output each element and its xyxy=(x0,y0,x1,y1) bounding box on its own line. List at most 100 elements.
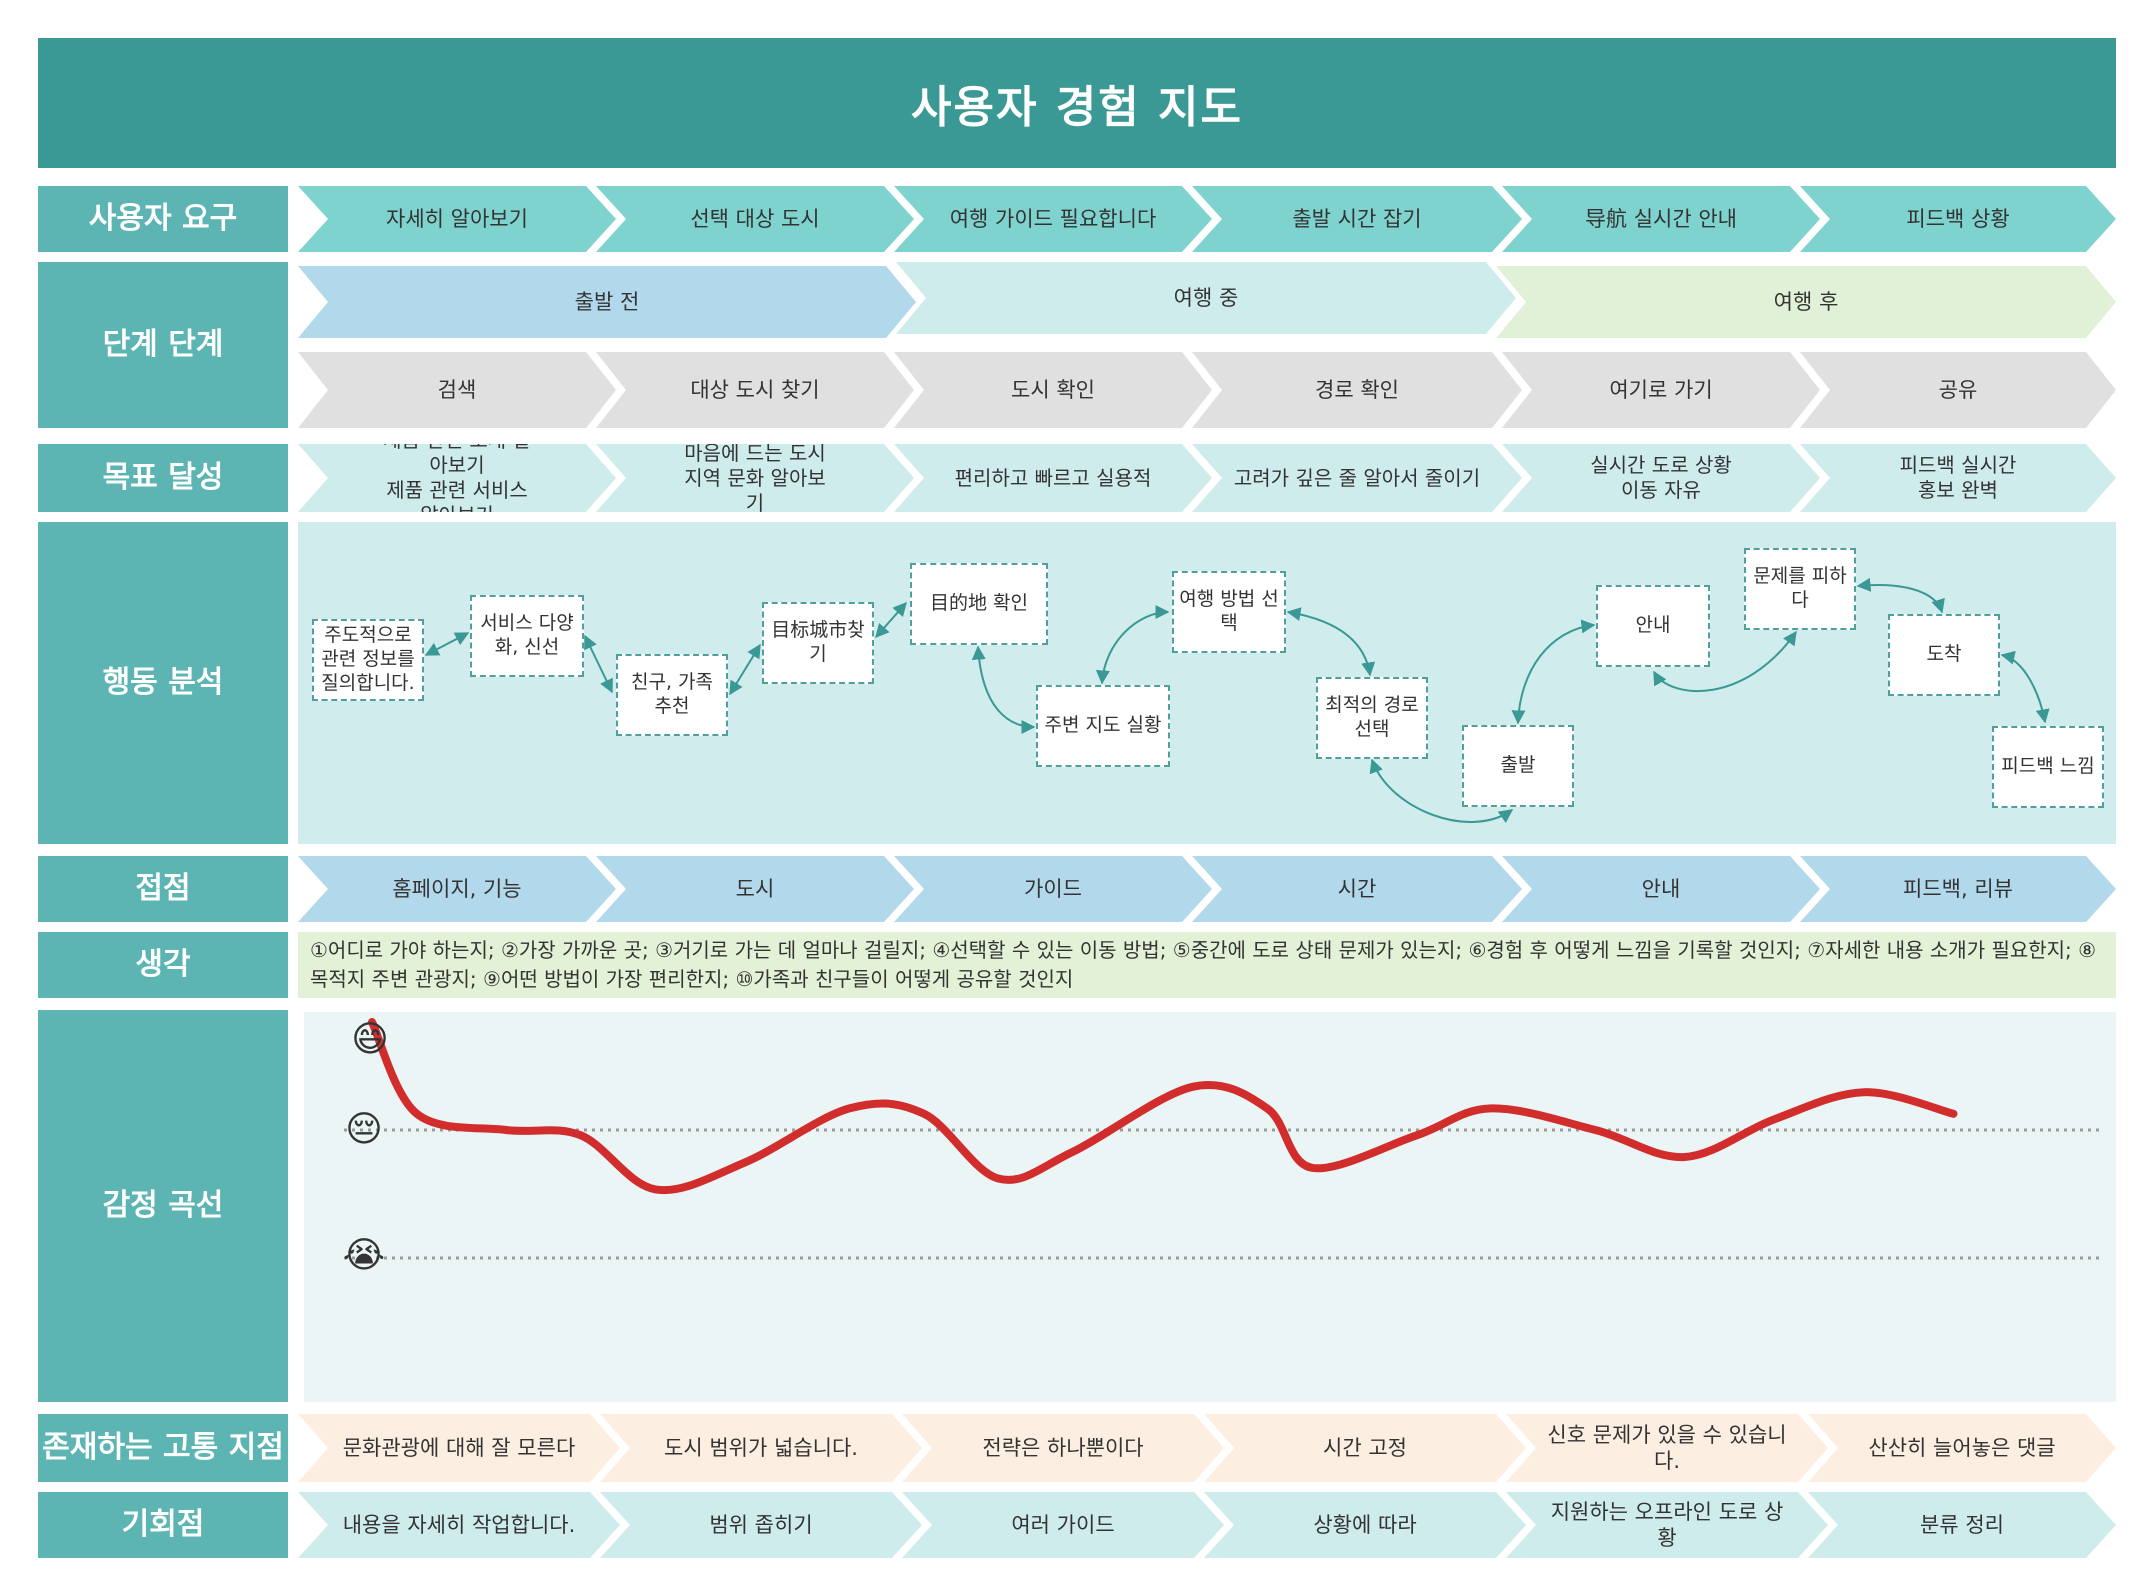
need-label: 피드백 상황 xyxy=(1906,206,2010,231)
connector xyxy=(1653,630,1797,693)
action-node: 目的地 확인 xyxy=(910,563,1048,645)
step-chevron-4: 경로 확인 xyxy=(1192,352,1522,428)
phase-after: 여행 후 xyxy=(1496,266,2116,338)
step-chevron-3: 도시 확인 xyxy=(894,352,1212,428)
opportunity-chevron-2: 범위 좁히기 xyxy=(600,1492,922,1558)
pain-label: 전략은 하나뿐이다 xyxy=(982,1435,1144,1460)
goal-chevron-5: 실시간 도로 상황 이동 자유 xyxy=(1502,444,1820,512)
opportunity-label: 분류 정리 xyxy=(1920,1512,2004,1537)
step-label: 대상 도시 찾기 xyxy=(690,377,820,402)
need-label: 출발 시간 잡기 xyxy=(1292,206,1422,231)
step-label: 공유 xyxy=(1938,377,1978,402)
goal-line: 편리하고 빠르고 실용적 xyxy=(954,465,1152,490)
goal-chevron-6: 피드백 실시간 홍보 완벽 xyxy=(1800,444,2116,512)
opportunity-chevron-5: 지원하는 오프라인 도로 상황 xyxy=(1506,1492,1828,1558)
opportunity-label: 범위 좁히기 xyxy=(709,1512,813,1537)
thoughts-text: ①어디로 가야 하는지; ②가장 가까운 곳; ③거기로 가는 데 얼마나 걸릴… xyxy=(298,932,2116,998)
step-chevron-1: 검색 xyxy=(298,352,616,428)
need-label: 자세히 알아보기 xyxy=(386,206,528,231)
action-node: 출발 xyxy=(1462,725,1574,807)
happy-face-icon: 😄 xyxy=(351,1019,389,1060)
row-label-thoughts: 생각 xyxy=(38,932,288,998)
goal-line: 지역 문화 알아보기 xyxy=(684,465,826,515)
pain-label: 시간 고정 xyxy=(1323,1435,1407,1460)
opportunity-chevron-6: 분류 정리 xyxy=(1808,1492,2116,1558)
opportunity-chevron-1: 내용을 자세히 작업합니다. xyxy=(298,1492,620,1558)
pain-chevron-6: 산산히 늘어놓은 댓글 xyxy=(1808,1414,2116,1482)
opportunity-label: 지원하는 오프라인 도로 상황 xyxy=(1550,1499,1784,1550)
touchpoint-chevron-1: 홈페이지, 기능 xyxy=(298,856,616,922)
connector xyxy=(971,645,1036,734)
step-chevron-5: 여기로 가기 xyxy=(1502,352,1820,428)
connector xyxy=(875,601,907,639)
need-chevron-5: 导航 실시간 안내 xyxy=(1502,186,1820,252)
touchpoint-label: 안내 xyxy=(1641,876,1681,901)
row-label-actions: 행동 분석 xyxy=(38,522,288,844)
need-label: 선택 대상 도시 xyxy=(690,206,820,231)
phase-during: 여행 중 xyxy=(896,262,1516,334)
step-chevron-6: 공유 xyxy=(1800,352,2116,428)
opportunity-chevron-3: 여러 가이드 xyxy=(902,1492,1224,1558)
row-label-goals: 목표 달성 xyxy=(38,444,288,512)
action-node: 目标城市찾기 xyxy=(762,602,874,684)
action-node: 서비스 다양화, 신선 xyxy=(470,595,584,677)
need-label: 导航 실시간 안내 xyxy=(1585,206,1737,231)
phase-label: 여행 후 xyxy=(1773,289,1839,314)
row-label-opportunities: 기회점 xyxy=(38,1492,288,1558)
opportunity-chevron-4: 상황에 따라 xyxy=(1204,1492,1526,1558)
connector xyxy=(1286,607,1376,677)
opportunity-label: 여러 가이드 xyxy=(1011,1512,1115,1537)
goal-line: 고려가 깊은 줄 알아서 줄이기 xyxy=(1233,465,1481,490)
touchpoint-label: 가이드 xyxy=(1024,876,1082,901)
phase-label: 여행 중 xyxy=(1173,285,1239,310)
action-node: 최적의 경로 선택 xyxy=(1316,677,1428,759)
connector xyxy=(1511,619,1596,725)
need-chevron-1: 자세히 알아보기 xyxy=(298,186,616,252)
goal-line: 홍보 완벽 xyxy=(1918,478,1998,502)
connector xyxy=(1369,758,1514,824)
touchpoint-chevron-6: 피드백, 리뷰 xyxy=(1800,856,2116,922)
page-title: 사용자 경험 지도 xyxy=(38,38,2116,168)
connector xyxy=(584,634,613,694)
pain-chevron-4: 시간 고정 xyxy=(1204,1414,1526,1482)
crying-face-icon: 😭 xyxy=(342,1235,386,1276)
touchpoint-chevron-3: 가이드 xyxy=(894,856,1212,922)
goal-chevron-1: 제품 관련 소개 알아보기 제품 관련 서비스 알아보기 xyxy=(298,444,616,512)
pain-label: 신호 문제가 있을 수 있습니다. xyxy=(1547,1422,1787,1473)
pain-label: 산산히 늘어놓은 댓글 xyxy=(1868,1435,2056,1460)
action-node: 여행 방법 선택 xyxy=(1172,571,1286,653)
emotion-curve xyxy=(368,1018,1958,1195)
pain-chevron-5: 신호 문제가 있을 수 있습니다. xyxy=(1506,1414,1828,1482)
sad-face-icon: 😔 xyxy=(345,1109,383,1150)
touchpoint-chevron-4: 시간 xyxy=(1192,856,1522,922)
touchpoint-label: 시간 xyxy=(1337,876,1377,901)
goal-chevron-3: 편리하고 빠르고 실용적 xyxy=(894,444,1212,512)
opportunity-label: 내용을 자세히 작업합니다. xyxy=(342,1512,576,1537)
step-chevron-2: 대상 도시 찾기 xyxy=(596,352,914,428)
connector xyxy=(1856,577,1945,614)
pain-chevron-3: 전략은 하나뿐이다 xyxy=(902,1414,1224,1482)
goal-line: 이동 자유 xyxy=(1621,478,1701,502)
emotion-chart xyxy=(344,1018,2104,1260)
action-node: 문제를 피하다 xyxy=(1744,548,1856,630)
need-chevron-4: 출발 시간 잡기 xyxy=(1192,186,1522,252)
goal-line: 실시간 도로 상황 xyxy=(1590,453,1732,477)
touchpoint-chevron-5: 안내 xyxy=(1502,856,1820,922)
connector xyxy=(1095,605,1170,685)
connector xyxy=(729,643,761,696)
action-node: 주변 지도 실황 xyxy=(1036,685,1170,767)
connector xyxy=(424,632,470,656)
touchpoint-label: 피드백, 리뷰 xyxy=(1903,876,2013,901)
touchpoint-label: 도시 xyxy=(735,876,775,901)
goal-chevron-2: 마음에 드는 도시 지역 문화 알아보기 xyxy=(596,444,914,512)
goal-line: 피드백 실시간 xyxy=(1899,453,2017,477)
step-label: 경로 확인 xyxy=(1315,377,1399,402)
pain-label: 문화관광에 대해 잘 모른다 xyxy=(342,1435,576,1460)
row-label-touchpoints: 접점 xyxy=(38,856,288,922)
row-label-emotion: 감정 곡선 xyxy=(38,1010,288,1402)
touchpoint-label: 홈페이지, 기능 xyxy=(392,876,522,901)
pain-label: 도시 범위가 넓습니다. xyxy=(664,1435,858,1460)
phase-label: 출발 전 xyxy=(574,289,640,314)
row-label-pains: 존재하는 고통 지점 xyxy=(38,1414,288,1482)
